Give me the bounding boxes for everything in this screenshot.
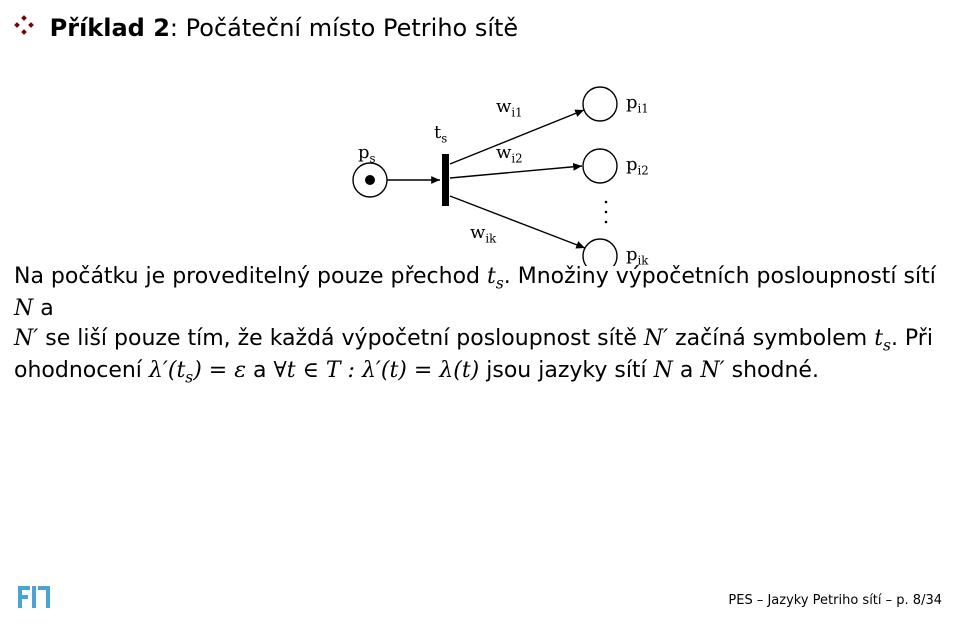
sym-Np2: N′ [700,358,724,383]
label-pi1: pi1 [626,92,649,116]
footer-logo [18,586,52,612]
label-ps: ps [358,142,376,166]
sym-Nprime: N′ [14,326,38,351]
slide-title: Příklad 2: Počáteční místo Petriho sítě [14,14,518,43]
label-wi2: wi2 [496,142,523,166]
arc-ts-pi2 [450,166,582,178]
body-l3b: jsou jazyky sítí [479,358,653,383]
body-l2b: se liší pouze tím, že každá výpočetní po… [38,326,644,351]
body-a2: a [673,358,700,383]
sym-N: N [14,296,33,321]
transition-ts [442,154,449,206]
body-l3c: shodné. [725,358,819,383]
label-ts: ts [434,122,447,146]
label-wi1: wi1 [496,96,523,120]
sym-N2: N [654,358,673,383]
place-pi2 [583,149,617,183]
title-bold: Příklad 2 [50,14,170,42]
sym-forall: ∀t ∈ T : λ′(t) = λ(t) [273,358,479,383]
body-l1a: Na počátku je proveditelný pouze přechod [14,264,487,289]
footer-text: PES – Jazyky Petriho sítí – p. 8/34 [728,593,942,608]
label-wik: wik [470,222,496,246]
vdots-2 [605,211,608,214]
sym-lam1: λ′(ts) = ε [149,358,246,383]
body-l2d: . Při [891,326,933,351]
title-bullet-icon [14,13,34,41]
body-l2c: začíná symbolem [668,326,874,351]
sym-ts2: ts [874,326,891,351]
body-mid: a [246,358,273,383]
vdots-1 [605,201,608,204]
place-pi1 [583,87,617,121]
label-pi2: pi2 [626,154,649,178]
token-ps [365,175,375,185]
body-l3a: ohodnocení [14,358,149,383]
body-a: a [33,296,53,321]
petri-net-diagram: ps ts wi1 wi2 wik pi1 pi2 pik [300,56,670,256]
sym-ts: ts [487,264,504,289]
vdots-3 [605,221,608,224]
title-rest: : Počáteční místo Petriho sítě [170,14,518,42]
sym-Nprime2: N′ [644,326,668,351]
body-text: Na počátku je proveditelný pouze přechod… [14,262,946,388]
body-l1b: . Množiny výpočetních posloupností sítí [504,264,936,289]
